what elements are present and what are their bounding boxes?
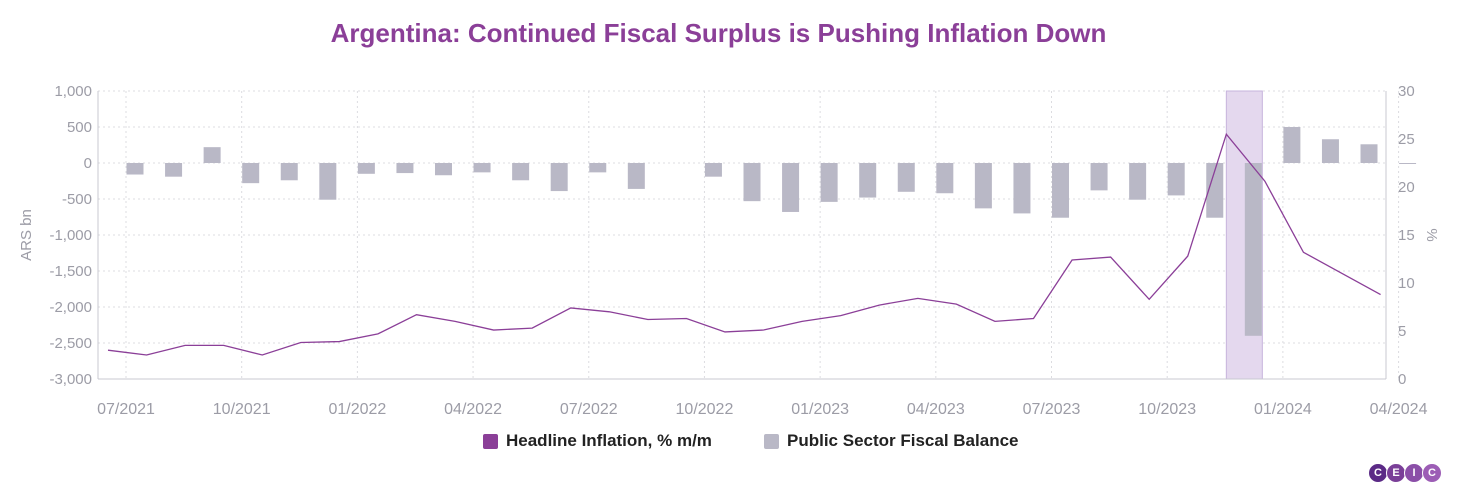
- fiscal-balance-bar: [897, 163, 915, 192]
- inflation-line: [107, 132, 1381, 356]
- x-tick-label: 01/2023: [791, 401, 849, 418]
- y-left-tick-label: 500: [67, 119, 92, 136]
- fiscal-balance-bar: [396, 163, 414, 174]
- fiscal-balance-bar: [1013, 163, 1031, 214]
- y-right-tick-label: 15: [1398, 227, 1415, 244]
- fiscal-balance-bar: [357, 163, 375, 174]
- y-left-tick-label: 1,000: [54, 83, 92, 100]
- fiscal-balance-bar: [1129, 163, 1147, 200]
- y-axis-right-title: %: [1423, 228, 1440, 241]
- y-right-tick-label: 0: [1398, 371, 1406, 388]
- fiscal-balance-bars: [126, 127, 1417, 336]
- legend-swatch-fiscal-balance: [764, 433, 779, 449]
- ceic-logo: C E I C: [1368, 463, 1442, 483]
- fiscal-balance-bar: [1167, 163, 1185, 196]
- fiscal-balance-bar: [974, 163, 992, 209]
- fiscal-balance-bar: [242, 163, 260, 184]
- fiscal-balance-bar: [165, 163, 183, 177]
- fiscal-balance-bar: [1090, 163, 1108, 191]
- inflation-line-group: [107, 132, 1381, 356]
- fiscal-balance-bar: [936, 163, 954, 194]
- fiscal-balance-bar: [550, 163, 568, 192]
- fiscal-balance-bar: [627, 163, 645, 189]
- chart-title: Argentina: Continued Fiscal Surplus is P…: [330, 18, 1107, 48]
- x-tick-label: 04/2023: [907, 401, 965, 418]
- x-tick-label: 04/2022: [444, 401, 502, 418]
- fiscal-balance-bar: [820, 163, 838, 202]
- legend-label-fiscal-balance: Public Sector Fiscal Balance: [787, 431, 1019, 450]
- x-tick-label: 07/2022: [560, 401, 618, 418]
- legend-label-inflation: Headline Inflation, % m/m: [506, 431, 712, 450]
- y-left-tick-label: -1,500: [49, 263, 92, 280]
- y-left-tick-label: -2,000: [49, 299, 92, 316]
- x-tick-label: 10/2021: [213, 401, 271, 418]
- x-tick-label: 01/2024: [1254, 401, 1312, 418]
- y-axis-left-title: ARS bn: [18, 209, 35, 261]
- fiscal-balance-bar: [859, 163, 877, 198]
- fiscal-balance-bar: [473, 163, 491, 173]
- fiscal-balance-bar: [319, 163, 337, 200]
- fiscal-balance-bar: [1321, 139, 1339, 163]
- fiscal-balance-bar: [1360, 144, 1378, 163]
- y-left-tick-label: -3,000: [49, 371, 92, 388]
- legend-item-fiscal-balance[interactable]: Public Sector Fiscal Balance: [764, 431, 1018, 451]
- y-left-tick-label: 0: [84, 155, 92, 172]
- legend-swatch-inflation: [483, 433, 498, 449]
- fiscal-balance-bar: [1206, 163, 1224, 218]
- x-tick-label: 07/2023: [1023, 401, 1081, 418]
- x-tick-label: 01/2022: [328, 401, 386, 418]
- fiscal-balance-bar: [280, 163, 298, 181]
- legend-item-inflation[interactable]: Headline Inflation, % m/m: [483, 431, 712, 451]
- x-tick-label: 04/2024: [1370, 401, 1428, 418]
- fiscal-balance-bar: [782, 163, 800, 212]
- y-right-tick-label: 5: [1398, 323, 1406, 340]
- x-tick-label: 10/2022: [676, 401, 734, 418]
- fiscal-balance-bar: [435, 163, 453, 176]
- y-left-tick-label: -1,000: [49, 227, 92, 244]
- y-left-tick-label: -2,500: [49, 335, 92, 352]
- fiscal-balance-bar: [589, 163, 607, 173]
- x-tick-label: 10/2023: [1138, 401, 1196, 418]
- y-right-tick-label: 25: [1398, 131, 1415, 148]
- fiscal-balance-bar: [512, 163, 530, 181]
- x-tick-label: 07/2021: [97, 401, 155, 418]
- grid: [98, 90, 1400, 380]
- fiscal-balance-bar: [1399, 163, 1417, 164]
- y-right-tick-label: 10: [1398, 275, 1415, 292]
- fiscal-balance-bar: [704, 163, 722, 177]
- fiscal-balance-bar: [203, 147, 221, 163]
- fiscal-balance-bar: [1244, 163, 1262, 336]
- fiscal-balance-bar: [1283, 127, 1301, 163]
- y-left-tick-label: -500: [62, 191, 92, 208]
- fiscal-balance-bar: [743, 163, 761, 202]
- fiscal-balance-bar: [126, 163, 144, 175]
- y-right-tick-label: 20: [1398, 179, 1415, 196]
- y-right-tick-label: 30: [1398, 83, 1415, 100]
- axes: 1,000 500 0 -500 -1,000 -1,500 -2,000 -2,500 -3,…: [49, 83, 1427, 418]
- fiscal-balance-bar: [1052, 163, 1070, 218]
